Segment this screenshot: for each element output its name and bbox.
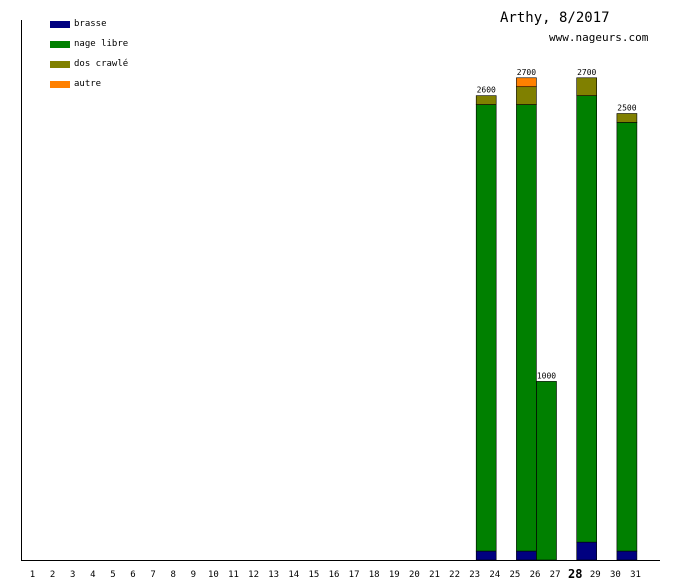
total-label-day-26: 1000: [537, 371, 556, 380]
x-tick-label-29: 29: [590, 570, 601, 580]
x-tick-label-14: 14: [288, 570, 299, 580]
bar-segment-nage-libre-day-30: [616, 122, 638, 552]
x-tick-label-2: 2: [50, 570, 55, 580]
bar-segment-nage-libre-day-25: [516, 104, 537, 552]
x-tick-label-8: 8: [170, 570, 175, 580]
legend-swatch-nage-libre: [50, 40, 70, 48]
x-tick-label-23: 23: [469, 570, 480, 580]
x-tick-label-9: 9: [191, 570, 196, 580]
x-tick-label-6: 6: [130, 570, 135, 580]
legend-label-dos-crawle: dos crawlé: [74, 59, 129, 69]
x-tick-label-3: 3: [70, 570, 75, 580]
total-label-day-28: 2700: [577, 68, 596, 77]
x-tick-label-31: 31: [630, 570, 641, 580]
x-tick-label-20: 20: [409, 570, 420, 580]
chart-subtitle: www.nageurs.com: [549, 31, 649, 44]
legend-item-brasse: brasse: [50, 19, 107, 29]
legend-label-brasse: brasse: [74, 19, 107, 29]
bar-segment-nage-libre-day-26: [536, 381, 557, 561]
x-tick-label-17: 17: [349, 570, 360, 580]
bar-segment-nage-libre-day-28: [576, 95, 598, 543]
bar-segment-dos-crawl-day-28: [576, 77, 598, 96]
x-tick-label-10: 10: [208, 570, 219, 580]
x-tick-label-4: 4: [90, 570, 95, 580]
x-tick-label-16: 16: [329, 570, 340, 580]
bar-segment-dos-crawl-day-25: [516, 86, 537, 105]
bar-segment-dos-crawl-day-23: [475, 95, 497, 105]
legend-item-dos-crawle: dos crawlé: [50, 59, 128, 69]
x-tick-label-15: 15: [308, 570, 319, 580]
x-tick-label-28: 28: [568, 567, 582, 580]
legend-label-nage-libre: nage libre: [74, 39, 129, 49]
legend-swatch-brasse: [50, 20, 70, 28]
bar-segment-brasse-day-25: [516, 550, 537, 561]
x-tick-label-13: 13: [268, 570, 279, 580]
x-tick-label-24: 24: [489, 570, 500, 580]
chart-title: Arthy, 8/2017: [500, 10, 610, 26]
legend-label-autre: autre: [74, 79, 102, 89]
x-tick-label-26: 26: [530, 570, 541, 580]
x-tick-label-22: 22: [449, 570, 460, 580]
x-tick-label-18: 18: [369, 570, 380, 580]
x-tick-label-19: 19: [389, 570, 400, 580]
legend-item-nage-libre: nage libre: [50, 39, 128, 49]
x-tick-label-12: 12: [248, 570, 259, 580]
total-label-day-25: 2700: [517, 68, 536, 77]
x-tick-label-21: 21: [429, 570, 440, 580]
x-tick-label-7: 7: [150, 570, 155, 580]
bar-segment-brasse-day-28: [576, 541, 598, 561]
legend-item-autre: autre: [50, 79, 101, 89]
legend-swatch-dos-crawle: [50, 60, 70, 68]
bar-segment-brasse-day-23: [475, 550, 497, 561]
bar-segment-nage-libre-day-23: [475, 104, 497, 552]
bar-segment-dos-crawl-day-30: [616, 113, 638, 123]
x-tick-label-1: 1: [30, 570, 35, 580]
total-label-day-30: 2500: [617, 104, 636, 113]
bar-segment-brasse-day-30: [616, 550, 638, 561]
bar-segment-autre-day-25: [516, 77, 537, 88]
x-tick-label-5: 5: [110, 570, 115, 580]
x-tick-label-30: 30: [610, 570, 621, 580]
x-tick-label-25: 25: [509, 570, 520, 580]
legend-swatch-autre: [50, 80, 70, 88]
x-tick-label-27: 27: [550, 570, 561, 580]
total-label-day-23: 2600: [477, 86, 496, 95]
x-tick-label-11: 11: [228, 570, 239, 580]
